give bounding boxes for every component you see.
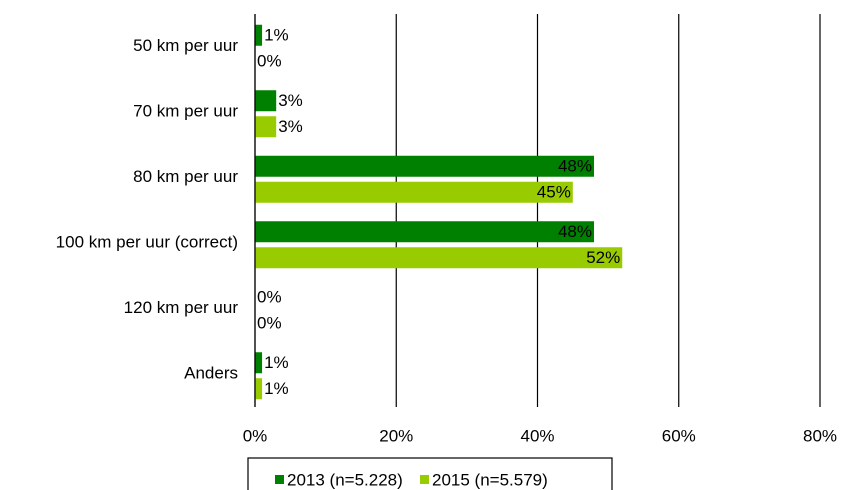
y-tick-label: 120 km per uur — [124, 298, 239, 317]
value-label: 1% — [264, 26, 289, 45]
legend-box — [247, 457, 613, 490]
value-label: 3% — [278, 91, 303, 110]
value-label: 0% — [257, 288, 282, 307]
legend-label: 2015 (n=5.579) — [432, 470, 548, 489]
x-tick-label: 60% — [662, 426, 696, 445]
y-tick-label: 50 km per uur — [133, 36, 238, 55]
value-label: 45% — [537, 183, 571, 202]
y-tick-label: 80 km per uur — [133, 167, 238, 186]
bar — [255, 181, 573, 203]
x-tick-label: 20% — [379, 426, 413, 445]
y-tick-label: 70 km per uur — [133, 102, 238, 121]
bar — [255, 155, 594, 177]
x-tick-label: 0% — [243, 426, 268, 445]
value-label: 48% — [558, 222, 592, 241]
value-label: 0% — [257, 52, 282, 71]
bar — [255, 352, 263, 374]
legend-label: 2013 (n=5.228) — [287, 470, 403, 489]
legend-swatch — [275, 475, 284, 484]
bar — [255, 90, 277, 112]
value-label: 48% — [558, 157, 592, 176]
x-tick-label: 80% — [803, 426, 837, 445]
bar — [255, 247, 623, 269]
bar — [255, 221, 594, 243]
y-tick-label: 100 km per uur (correct) — [56, 233, 238, 252]
value-label: 1% — [264, 379, 289, 398]
y-tick-label: Anders — [184, 364, 238, 383]
bar — [255, 378, 263, 400]
value-label: 52% — [586, 248, 620, 267]
value-label: 0% — [257, 314, 282, 333]
legend-swatch — [420, 475, 429, 484]
value-label: 3% — [278, 117, 303, 136]
bar — [255, 116, 277, 138]
bar — [255, 24, 263, 46]
value-label: 1% — [264, 353, 289, 372]
x-tick-label: 40% — [520, 426, 554, 445]
